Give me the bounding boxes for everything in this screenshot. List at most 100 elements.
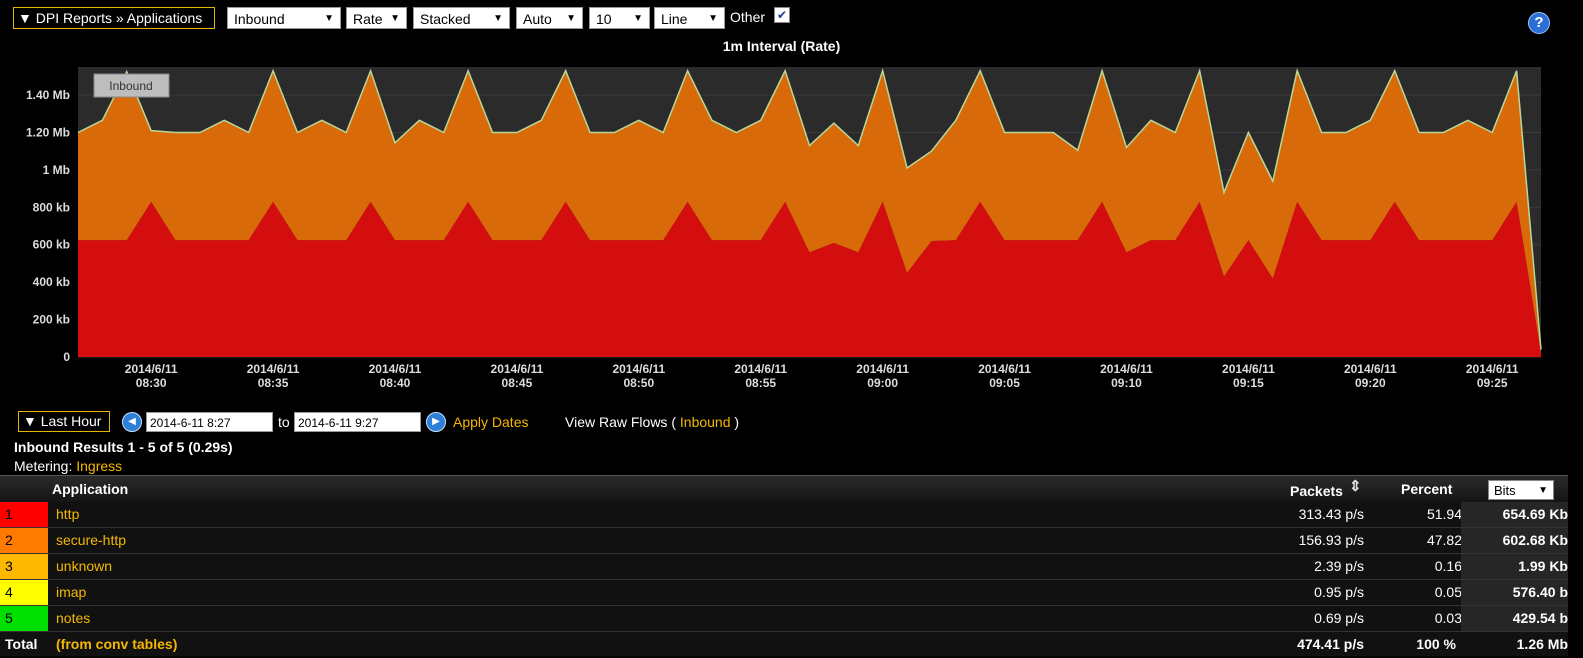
rank-cell: 2 bbox=[0, 528, 48, 553]
direction-select[interactable]: Inbound ▼ bbox=[227, 7, 341, 29]
x-tick-date: 2014/6/11 bbox=[978, 362, 1031, 376]
end-date-input[interactable]: 2014-6-11 9:27 bbox=[294, 412, 421, 432]
percent-cell: 51.94 bbox=[1426, 506, 1462, 522]
start-date-input[interactable]: 2014-6-11 8:27 bbox=[146, 412, 273, 432]
bits-value: 576.40 b bbox=[1512, 584, 1568, 600]
table-header: Application Packets ⇕ Percent Bits ▼ bbox=[0, 475, 1568, 502]
table-row[interactable]: 1 http 313.43 p/s 51.94 654.69 Kb bbox=[0, 502, 1568, 528]
chart-type-select[interactable]: Line ▼ bbox=[654, 7, 725, 29]
x-tick-date: 2014/6/11 bbox=[856, 362, 909, 376]
x-tick-date: 2014/6/11 bbox=[125, 362, 178, 376]
breadcrumb-menu[interactable]: ▼ DPI Reports » Applications bbox=[13, 7, 216, 29]
other-checkbox[interactable]: ✔ bbox=[774, 7, 790, 23]
date-range-bar: ▼ Last Hour ◀ 2014-6-11 8:27 to 2014-6-1… bbox=[18, 411, 778, 433]
total-label: Total bbox=[5, 636, 38, 652]
bits-unit-select[interactable]: Bits ▼ bbox=[1488, 480, 1554, 500]
x-tick-time: 08:40 bbox=[380, 376, 411, 390]
sort-icon[interactable]: ⇕ bbox=[1349, 478, 1362, 495]
metric-select[interactable]: Rate ▼ bbox=[346, 7, 407, 29]
percent-cell: 0.05 bbox=[1434, 584, 1462, 600]
x-axis: 2014/6/1108:302014/6/1108:352014/6/1108:… bbox=[125, 362, 1519, 390]
scale-select-value: Auto bbox=[523, 11, 552, 27]
x-tick-date: 2014/6/11 bbox=[1100, 362, 1153, 376]
x-tick-time: 08:50 bbox=[623, 376, 654, 390]
chart-mode-select-value: Stacked bbox=[420, 11, 471, 27]
bits-cell: 1.99 Kb bbox=[1461, 554, 1568, 579]
next-period-icon[interactable]: ▶ bbox=[426, 412, 446, 432]
raw-flows-link[interactable]: Inbound bbox=[679, 414, 731, 430]
help-icon[interactable]: ? bbox=[1528, 12, 1550, 34]
x-tick-date: 2014/6/11 bbox=[247, 362, 300, 376]
rank-cell: 3 bbox=[0, 554, 48, 579]
table-row[interactable]: 4 imap 0.95 p/s 0.05 576.40 b bbox=[0, 580, 1568, 606]
y-axis: 0 200 kb 400 kb 600 kb 800 kb 1 Mb 1.20 Mb 1.40… bbox=[26, 88, 70, 364]
application-link[interactable]: notes bbox=[56, 610, 91, 626]
application-link[interactable]: unknown bbox=[56, 558, 113, 574]
x-tick-time: 09:05 bbox=[989, 376, 1020, 390]
metering-link[interactable]: Ingress bbox=[76, 458, 123, 474]
packets-cell: 0.69 p/s bbox=[1314, 610, 1364, 626]
bits-value: 654.69 Kb bbox=[1502, 506, 1568, 522]
tooltip-box bbox=[93, 73, 170, 98]
chart-mode-select[interactable]: Stacked ▼ bbox=[413, 7, 510, 29]
x-tick-time: 08:55 bbox=[745, 376, 776, 390]
x-tick-date: 2014/6/11 bbox=[1344, 362, 1397, 376]
raw-flows-suffix: ) bbox=[734, 414, 740, 430]
x-tick-time: 09:15 bbox=[1233, 376, 1264, 390]
y-tick-label: 200 kb bbox=[33, 313, 70, 327]
packets-cell: 0.95 p/s bbox=[1314, 584, 1364, 600]
metering-label: Metering: bbox=[14, 458, 73, 474]
application-link[interactable]: imap bbox=[56, 584, 87, 600]
packets-cell: 156.93 p/s bbox=[1298, 532, 1364, 548]
x-tick-date: 2014/6/11 bbox=[1222, 362, 1275, 376]
x-tick-time: 08:35 bbox=[258, 376, 289, 390]
x-tick-time: 09:00 bbox=[867, 376, 898, 390]
direction-select-value: Inbound bbox=[234, 11, 285, 27]
x-tick-date: 2014/6/11 bbox=[491, 362, 544, 376]
x-tick-time: 08:30 bbox=[136, 376, 167, 390]
x-tick-time: 09:20 bbox=[1355, 376, 1386, 390]
header-packets[interactable]: Packets bbox=[1290, 483, 1343, 499]
y-tick-label: 1 Mb bbox=[43, 163, 70, 177]
x-tick-date: 2014/6/11 bbox=[612, 362, 665, 376]
chevron-down-icon: ▼ bbox=[566, 13, 576, 24]
total-percent: 100 % bbox=[1416, 636, 1456, 652]
scale-select[interactable]: Auto ▼ bbox=[516, 7, 583, 29]
total-packets: 474.41 p/s bbox=[1297, 636, 1364, 652]
metering-info: Metering: Ingress bbox=[14, 458, 122, 474]
time-range-dropdown[interactable]: ▼ Last Hour bbox=[18, 411, 111, 432]
tooltip-label: Inbound bbox=[109, 79, 152, 93]
application-link[interactable]: secure-http bbox=[56, 532, 127, 548]
previous-period-icon[interactable]: ◀ bbox=[122, 412, 142, 432]
report-toolbar: ▼ DPI Reports » Applications Inbound ▼ R… bbox=[13, 7, 1568, 34]
x-tick-date: 2014/6/11 bbox=[369, 362, 422, 376]
series-tooltip: Inbound bbox=[93, 73, 170, 98]
header-application[interactable]: Application bbox=[52, 481, 129, 497]
series-top-line bbox=[77, 68, 1542, 350]
x-tick-time: 09:10 bbox=[1111, 376, 1142, 390]
y-tick-label: 800 kb bbox=[33, 200, 70, 214]
bits-value: 429.54 b bbox=[1512, 610, 1568, 626]
top-n-select[interactable]: 10 ▼ bbox=[589, 7, 650, 29]
table-row[interactable]: 5 notes 0.69 p/s 0.03 429.54 b bbox=[0, 606, 1568, 632]
apply-dates-link[interactable]: Apply Dates bbox=[453, 414, 529, 430]
chevron-down-icon: ▼ bbox=[493, 13, 503, 24]
table-row[interactable]: 2 secure-http 156.93 p/s 47.82 602.68 Kb bbox=[0, 528, 1568, 554]
top-n-select-value: 10 bbox=[596, 11, 612, 27]
y-tick-label: 400 kb bbox=[33, 275, 70, 289]
chevron-down-icon: ▼ bbox=[708, 13, 718, 24]
chevron-down-icon: ▼ bbox=[324, 13, 334, 24]
header-percent[interactable]: Percent bbox=[1401, 481, 1453, 497]
series-area-0 bbox=[78, 201, 1541, 357]
y-tick-label: 1.40 Mb bbox=[26, 88, 70, 102]
series-areas bbox=[77, 68, 1542, 357]
table-row[interactable]: 3 unknown 2.39 p/s 0.16 1.99 Kb bbox=[0, 554, 1568, 580]
other-label: Other bbox=[730, 9, 766, 25]
traffic-area-chart: 0 200 kb 400 kb 600 kb 800 kb 1 Mb 1.20 Mb 1.40… bbox=[26, 67, 1542, 390]
application-link[interactable]: http bbox=[56, 506, 80, 522]
percent-cell: 0.03 bbox=[1434, 610, 1462, 626]
chevron-down-icon: ▼ bbox=[633, 13, 643, 24]
percent-cell: 0.16 bbox=[1434, 558, 1462, 574]
raw-flows-prefix: View Raw Flows ( bbox=[565, 414, 676, 430]
packets-cell: 313.43 p/s bbox=[1298, 506, 1364, 522]
